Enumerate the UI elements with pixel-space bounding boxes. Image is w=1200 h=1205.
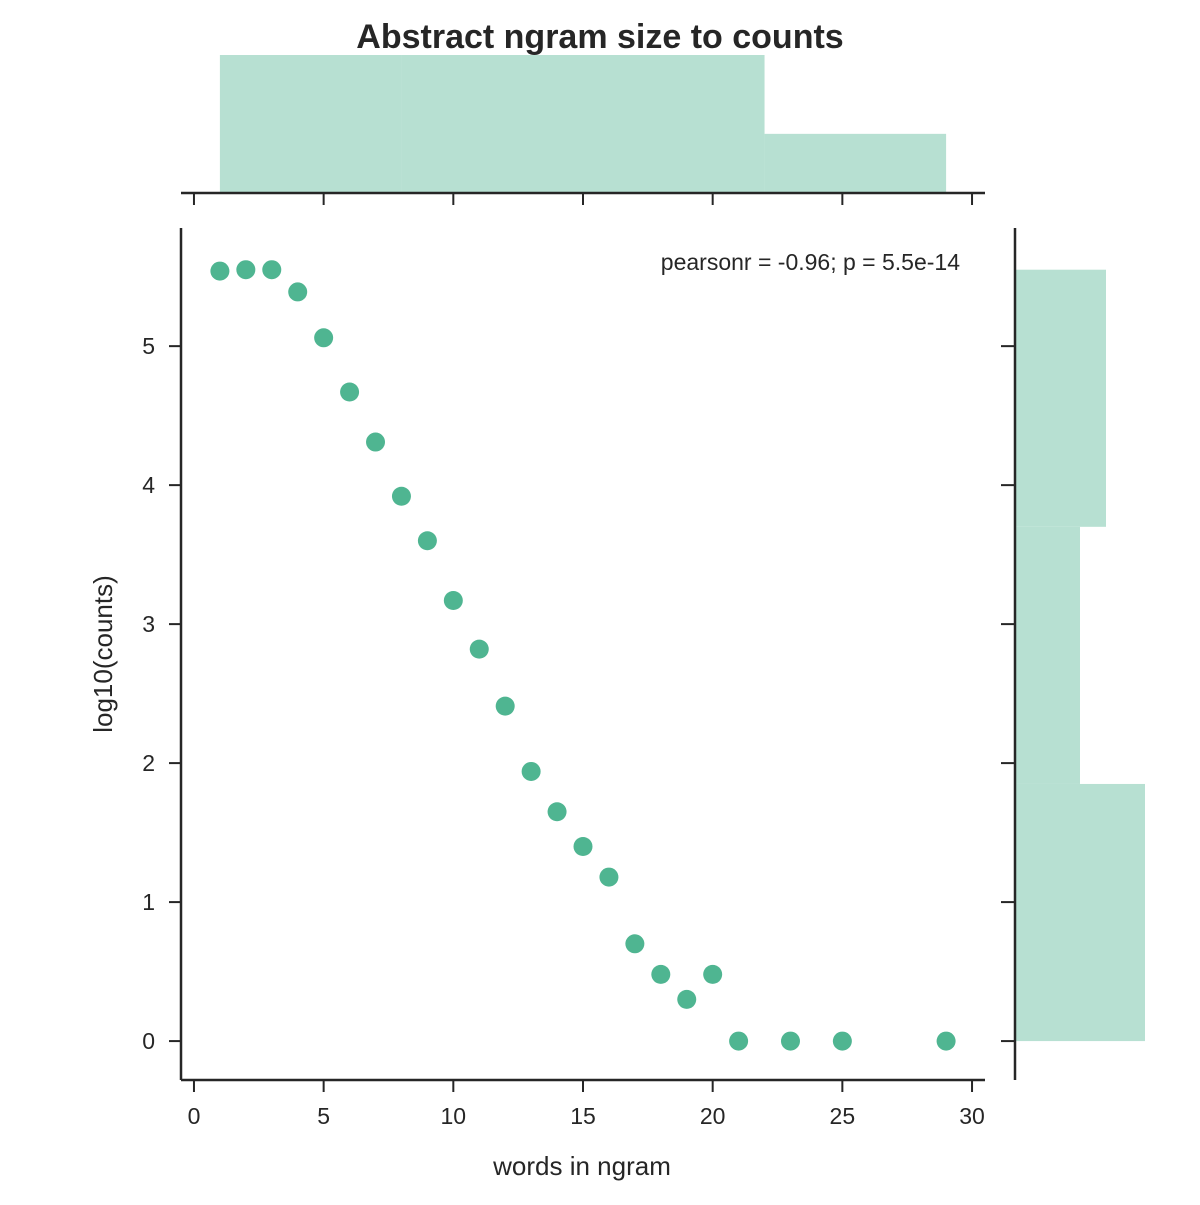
scatter-point <box>495 696 515 716</box>
x-tick-label: 15 <box>570 1103 596 1129</box>
x-axis-label: words in ngram <box>492 1151 671 1181</box>
x-tick-label: 20 <box>700 1103 726 1129</box>
scatter-point <box>677 989 697 1009</box>
x-tick-label: 5 <box>317 1103 330 1129</box>
scatter-point <box>236 260 256 280</box>
scatter-point <box>262 260 282 280</box>
top-marginal-histogram <box>181 55 985 205</box>
scatter-point <box>210 261 230 281</box>
scatter-point <box>832 1031 852 1051</box>
main-axes: 0 5 10 15 20 25 30 0 1 2 3 4 5 <box>142 228 985 1129</box>
x-tick-label: 10 <box>441 1103 467 1129</box>
scatter-point <box>521 761 541 781</box>
y-hist-bar <box>1015 269 1106 527</box>
x-hist-bar <box>401 55 583 193</box>
scatter-point <box>599 867 619 887</box>
x-hist-bar <box>219 55 402 193</box>
y-hist-bar <box>1015 526 1080 784</box>
x-hist-bar <box>764 133 947 193</box>
scatter-point <box>703 964 723 984</box>
scatter-point <box>651 964 671 984</box>
scatter-point <box>340 382 360 402</box>
y-tick-label: 2 <box>142 750 155 776</box>
right-marginal-histogram <box>1001 228 1145 1080</box>
y-hist-bar <box>1015 783 1145 1042</box>
scatter-points <box>210 260 956 1051</box>
scatter-point <box>573 836 593 856</box>
scatter-point <box>391 486 411 506</box>
y-tick-label: 3 <box>142 611 155 637</box>
scatter-point <box>780 1031 800 1051</box>
scatter-point <box>729 1031 749 1051</box>
scatter-point <box>547 802 567 822</box>
y-axis-label: log10(counts) <box>88 575 118 733</box>
pearson-annotation: pearsonr = -0.96; p = 5.5e-14 <box>661 249 960 275</box>
scatter-point <box>417 531 437 551</box>
y-tick-label: 0 <box>142 1028 155 1054</box>
scatter-point <box>625 934 645 954</box>
scatter-point <box>469 639 489 659</box>
x-tick-label: 25 <box>830 1103 856 1129</box>
y-tick-label: 4 <box>142 472 155 498</box>
scatter-point <box>314 328 334 348</box>
x-tick-label: 30 <box>959 1103 985 1129</box>
y-tick-label: 1 <box>142 889 155 915</box>
scatter-point <box>288 282 308 302</box>
x-tick-label: 0 <box>188 1103 201 1129</box>
scatter-point <box>443 590 463 610</box>
scatter-point <box>936 1031 956 1051</box>
chart-title: Abstract ngram size to counts <box>356 18 844 56</box>
scatter-point <box>366 432 386 452</box>
y-tick-label: 5 <box>142 333 155 359</box>
x-hist-bar <box>583 55 765 193</box>
